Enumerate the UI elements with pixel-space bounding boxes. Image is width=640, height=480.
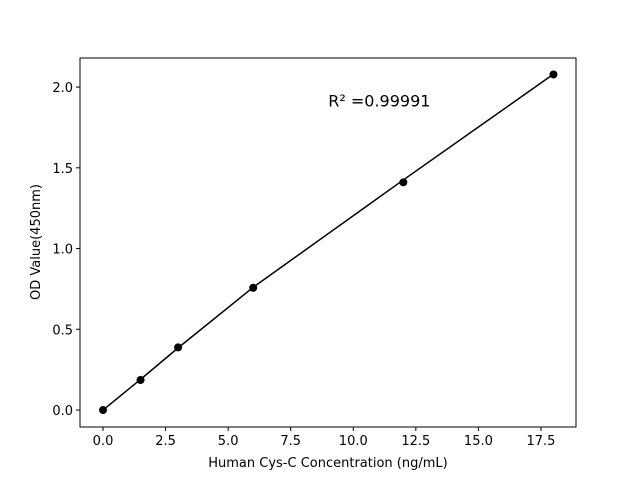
fit-line bbox=[102, 73, 554, 411]
y-tick-label: 1.5 bbox=[52, 162, 73, 177]
x-tick-label: 7.5 bbox=[280, 434, 301, 449]
data-point bbox=[99, 406, 108, 415]
plot-frame bbox=[79, 57, 577, 428]
x-tick-label: 17.5 bbox=[526, 434, 555, 449]
x-tick-label: 10.0 bbox=[339, 434, 368, 449]
y-tick-label: 2.0 bbox=[52, 81, 73, 96]
x-tick-label: 12.5 bbox=[401, 434, 430, 449]
data-point bbox=[249, 283, 258, 292]
y-tick-label: 1.0 bbox=[52, 243, 73, 258]
x-axis-label: Human Cys-C Concentration (ng/mL) bbox=[208, 456, 447, 471]
y-tick-label: 0.5 bbox=[52, 323, 73, 338]
r-squared-annotation: R² =0.99991 bbox=[328, 91, 430, 110]
x-tick-label: 2.5 bbox=[155, 434, 176, 449]
x-tick-label: 0.0 bbox=[93, 434, 114, 449]
data-point bbox=[136, 376, 145, 385]
x-tick-label: 15.0 bbox=[464, 434, 493, 449]
y-tick-label: 0.0 bbox=[52, 404, 73, 419]
data-point bbox=[549, 70, 558, 79]
x-tick-label: 5.0 bbox=[218, 434, 239, 449]
y-axis-label: OD Value(450nm) bbox=[29, 184, 44, 300]
data-point bbox=[174, 343, 183, 352]
data-point bbox=[399, 178, 408, 187]
